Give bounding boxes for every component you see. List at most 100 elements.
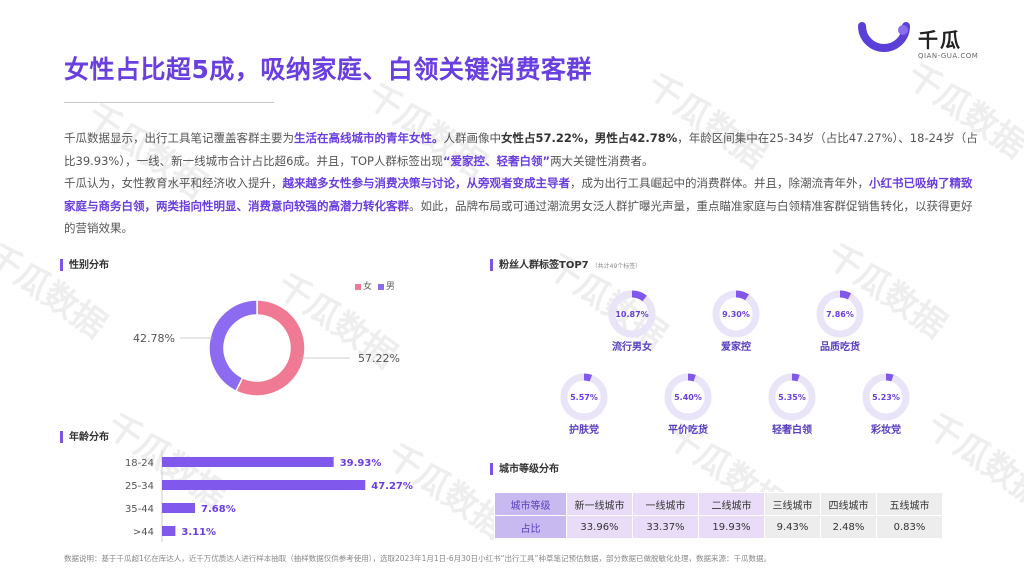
tag-donut: 5.23% 彩妆党 xyxy=(862,373,910,436)
tag-donut: 5.35% 轻奢白领 xyxy=(768,373,816,436)
age-value-label: 39.93% xyxy=(340,458,382,469)
qiangua-logo: 千瓜 QIAN-GUA.COM xyxy=(858,22,988,62)
summary-text: 千瓜数据显示，出行工具笔记覆盖客群主要为生活在高线城市的青年女性。人群画像中女性… xyxy=(64,127,979,240)
donut-slice-female xyxy=(234,299,306,397)
highlight-text: 越来越多女性参与消费决策与讨论，从旁观者变成主导者 xyxy=(282,176,571,190)
donut-value-arc xyxy=(608,290,656,338)
tag-value-label: 7.86% xyxy=(826,310,854,319)
donut-value-arc xyxy=(712,290,760,338)
gender-legend: 女 男 xyxy=(355,279,395,292)
body-text: ，成为出行工具崛起中的消费群体。并且，除潮流青年外， xyxy=(570,176,869,190)
table-cell: 9.43% xyxy=(764,515,821,539)
age-value-label: 47.27% xyxy=(371,481,413,492)
age-value-label: 7.68% xyxy=(201,504,236,515)
age-bar xyxy=(162,526,176,536)
tag-donut: 10.87% 流行男女 xyxy=(608,290,656,353)
table-header-cell: 一线城市 xyxy=(632,492,699,516)
tags-section-subtitle: （共计49个标签） xyxy=(591,263,642,270)
tag-value-label: 5.57% xyxy=(570,393,598,402)
tag-value-label: 5.23% xyxy=(872,393,900,402)
table-cell: 2.48% xyxy=(820,515,877,539)
age-category-label: >44 xyxy=(133,527,154,538)
section-marker xyxy=(60,431,63,443)
city-level-table: 城市等级 新一线城市 一线城市 二线城市 三线城市 四线城市 五线城市 占比 3… xyxy=(494,492,943,539)
tag-value-label: 5.35% xyxy=(778,393,806,402)
table-row: 占比 33.96% 33.37% 19.93% 9.43% 2.48% 0.83… xyxy=(494,515,943,539)
tags-section-title: 粉丝人群标签TOP7 （共计49个标签） xyxy=(490,256,642,271)
watermark-text: 千瓜数据 xyxy=(0,236,113,347)
age-category-label: 18-24 xyxy=(125,458,154,469)
donut-value-arc xyxy=(768,373,816,421)
age-category-label: 35-44 xyxy=(125,504,154,515)
table-header-row: 城市等级 新一线城市 一线城市 二线城市 三线城市 四线城市 五线城市 xyxy=(494,492,943,516)
donut-value-arc xyxy=(816,290,864,338)
age-value-label: 3.11% xyxy=(181,527,216,538)
table-cell: 33.37% xyxy=(632,515,699,539)
page-title: 女性占比超5成，吸纳家庭、白领关键消费客群 xyxy=(64,55,592,84)
donut-value-arc xyxy=(560,373,608,421)
tag-name-label: 轻奢白领 xyxy=(772,423,812,436)
legend-label-male: 男 xyxy=(385,282,395,292)
tag-value-label: 10.87% xyxy=(615,310,648,319)
tag-name-label: 流行男女 xyxy=(612,340,652,353)
tag-donut: 9.30% 爱家控 xyxy=(712,290,760,353)
tag-value-label: 5.40% xyxy=(674,393,702,402)
tag-name-label: 爱家控 xyxy=(721,340,751,353)
age-bar xyxy=(162,457,334,467)
tag-name-label: 品质吃货 xyxy=(820,340,860,353)
tag-donut: 5.40% 平价吃货 xyxy=(664,373,712,436)
summary-paragraph-2: 千瓜认为，女性教育水平和经济收入提升，越来越多女性参与消费决策与讨论，从旁观者变… xyxy=(64,172,979,240)
body-text: 千瓜数据显示，出行工具笔记覆盖客群主要为 xyxy=(64,131,294,145)
tag-donut: 7.86% 品质吃货 xyxy=(816,290,864,353)
slice-label-male: 42.78% xyxy=(133,332,175,345)
table-cell: 0.83% xyxy=(876,515,943,539)
donut-slice-male xyxy=(208,299,258,393)
tag-name-label: 平价吃货 xyxy=(668,423,708,436)
footnote: 数据说明：基于千瓜超1亿在库达人，近千万优质达人进行样本抽取（抽样数据仅供参考使… xyxy=(64,554,771,563)
title-divider xyxy=(64,102,274,103)
body-text: 千瓜认为，女性教育水平和经济收入提升， xyxy=(64,176,283,190)
table-header-label: 城市等级 xyxy=(494,492,567,516)
table-header-cell: 五线城市 xyxy=(876,492,943,516)
donut-value-arc xyxy=(862,373,910,421)
tag-name-label: 彩妆党 xyxy=(870,423,901,436)
age-bar xyxy=(162,503,196,513)
highlight-text: 女性占57.22%，男性占42.78% xyxy=(501,131,678,145)
summary-paragraph-1: 千瓜数据显示，出行工具笔记覆盖客群主要为生活在高线城市的青年女性。人群画像中女性… xyxy=(64,127,979,172)
tag-name-label: 护肤党 xyxy=(569,423,599,436)
highlight-text: “爱家控、轻奢白领” xyxy=(442,153,551,168)
age-section-title: 年龄分布 xyxy=(60,428,109,443)
logo-text-cn: 千瓜 xyxy=(918,28,962,52)
logo-mark-icon xyxy=(858,22,910,52)
donut-value-arc xyxy=(664,373,712,421)
slice-label-female: 57.22% xyxy=(358,352,400,365)
table-header-cell: 二线城市 xyxy=(698,492,765,516)
legend-swatch-male xyxy=(377,283,384,290)
age-category-label: 25-34 xyxy=(125,481,154,492)
section-marker xyxy=(60,259,63,271)
table-cell: 33.96% xyxy=(566,515,633,539)
section-marker xyxy=(490,259,493,271)
body-text: 人群画像中 xyxy=(443,131,502,145)
city-section-title: 城市等级分布 xyxy=(490,460,559,475)
logo-text-en: QIAN-GUA.COM xyxy=(918,52,979,60)
table-header-cell: 三线城市 xyxy=(764,492,821,516)
tag-donut: 5.57% 护肤党 xyxy=(560,373,608,436)
age-bar-chart: 18-24 39.93% 25-34 47.27% 35-44 7.68% >44 3.11% xyxy=(125,450,413,542)
gender-section-title: 性别分布 xyxy=(60,256,109,271)
body-text: ，年龄区间集中在25-34岁（占比47.27%）、18-24岁（占比39.93%… xyxy=(64,131,978,168)
highlight-text: 小红书已吸纳了精致家庭与商务白领，两类指向性明显、消费意向较强的高潜力转化客群 xyxy=(64,176,973,213)
age-bar xyxy=(162,480,366,490)
gender-donut-chart: 57.22% 42.78% xyxy=(133,299,400,397)
legend-swatch-female xyxy=(355,283,361,290)
table-header-cell: 四线城市 xyxy=(820,492,877,516)
table-row-label: 占比 xyxy=(494,515,567,539)
body-text: 两大关键性消费者。 xyxy=(550,153,654,168)
table-cell: 19.93% xyxy=(698,515,765,539)
legend-label-female: 女 xyxy=(363,282,373,292)
fan-tags-chart: 10.87% 流行男女 9.30% 爱家控 7.86% 品质吃货 5.57% 护肤党 5.40%… xyxy=(560,290,910,436)
tag-value-label: 9.30% xyxy=(722,310,750,319)
highlight-text: 生活在高线城市的青年女性。 xyxy=(294,131,444,145)
body-text: 。如此，品牌布局或可通过潮流男女泛人群扩曝光声量，重点瞄准家庭与白领精准客群促销… xyxy=(64,198,973,236)
section-marker xyxy=(490,463,493,475)
